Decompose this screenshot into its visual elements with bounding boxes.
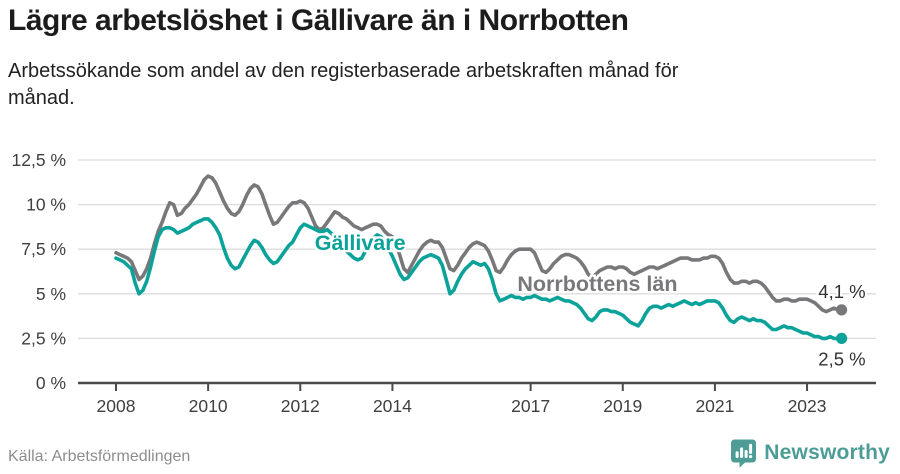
y-axis-label: 0 % — [36, 373, 66, 393]
x-axis-label: 2021 — [695, 396, 734, 416]
logo-exclamation-stem — [749, 443, 753, 454]
y-axis-label: 2,5 % — [21, 328, 66, 348]
gallivare-line — [114, 217, 844, 341]
chart-subtitle-line1: Arbetssökande som andel av den registerb… — [8, 60, 679, 82]
x-axis-label: 2017 — [511, 396, 550, 416]
newsworthy-logo-icon — [731, 439, 757, 468]
gallivare-end-dot — [836, 332, 848, 344]
norrbotten-line — [114, 174, 844, 314]
y-axis-labels: 0 % 2,5 % 5 % 7,5 % 10 % 12,5 % — [12, 150, 66, 393]
x-axis-label: 2019 — [603, 396, 642, 416]
norrbotten-end-dot — [836, 304, 848, 316]
gallivare-end-label: 2,5 % — [818, 348, 865, 369]
x-axis-label: 2014 — [373, 396, 412, 416]
x-axis-label: 2008 — [97, 396, 136, 416]
source-note: Källa: Arbetsförmedlingen — [8, 448, 191, 465]
norrbotten-end-label: 4,1 % — [818, 281, 865, 302]
logo-bar-1 — [735, 451, 739, 458]
newsworthy-logo: Newsworthy — [730, 438, 890, 468]
line-chart: 0 %2,5 %5 %7,5 %10 %12,5 %2008 2010 2012 20… — [12, 150, 876, 416]
chart-subtitle: Arbetssökande som andel av den registerb… — [8, 58, 678, 112]
x-axis-label: 2023 — [788, 396, 827, 416]
logo-exclamation-dot — [749, 455, 753, 459]
x-axis-label: 2012 — [281, 396, 320, 416]
logo-bar-3 — [744, 450, 748, 458]
norrbotten-series-label: Norrbottens län — [517, 272, 677, 296]
x-axis: 2008 2010 2012 2014 2017 2019 2021 2023 — [78, 381, 876, 416]
newsworthy-logo-text: Newsworthy — [764, 441, 890, 464]
y-axis-label: 10 % — [26, 195, 66, 215]
gallivare-series-label: Gällivare — [315, 231, 406, 255]
chart-title: Lägre arbetslöshet i Gällivare än i Norr… — [8, 4, 629, 37]
y-axis-label: 7,5 % — [21, 239, 66, 259]
logo-bar-2 — [740, 447, 744, 458]
y-axis-label: 5 % — [36, 284, 66, 304]
x-axis-label: 2010 — [189, 396, 228, 416]
chart-subtitle-line2: månad. — [8, 87, 75, 109]
gridlines — [78, 159, 876, 340]
y-axis-label: 12,5 % — [12, 150, 66, 170]
